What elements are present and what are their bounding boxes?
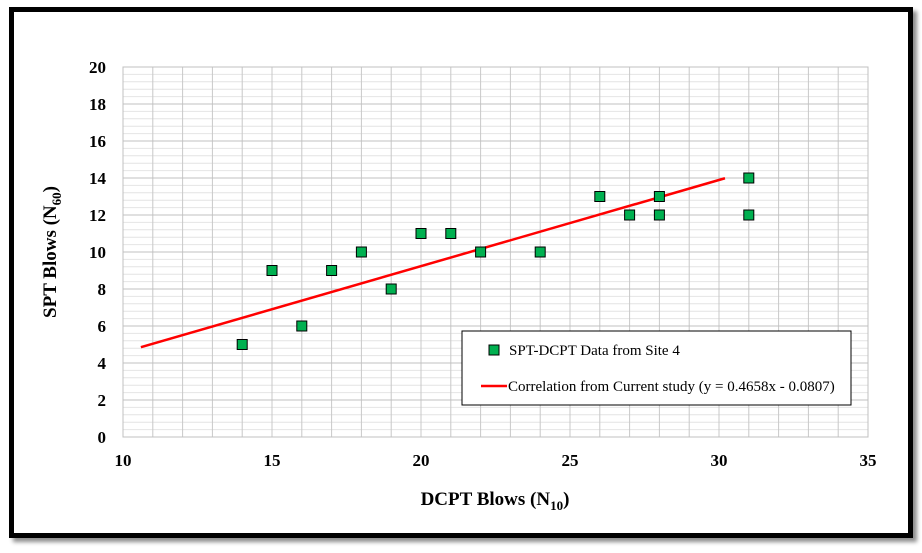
plot-area-border — [122, 66, 869, 438]
chart-frame — [9, 7, 913, 538]
x-tick-label: 20 — [413, 451, 430, 470]
data-point — [326, 265, 338, 276]
data-point — [534, 246, 546, 258]
data-point — [445, 228, 457, 239]
data-point — [355, 246, 367, 258]
x-axis-label: DCPT Blows (N10) — [421, 489, 570, 513]
data-point — [385, 283, 397, 295]
tick-labels: 0 2 4 6 8 10 12 14 16 18 20 10 15 20 25 30 35 — [89, 58, 877, 470]
legend-label-scatter: SPT-DCPT Data from Site 4 — [509, 343, 680, 359]
x-tick-label: 10 — [115, 451, 132, 470]
data-point — [743, 209, 755, 221]
legend: SPT-DCPT Data from Site 4 Correlation fr… — [461, 330, 852, 406]
y-tick-label: 12 — [89, 206, 106, 225]
y-tick-label: 2 — [98, 391, 107, 410]
y-tick-label: 4 — [98, 354, 107, 373]
y-tick-label: 14 — [89, 169, 107, 188]
legend-label-line: Correlation from Current study (y = 0.46… — [508, 379, 835, 395]
y-tick-label: 8 — [98, 280, 107, 299]
x-tick-label: 30 — [711, 451, 728, 470]
data-point — [296, 320, 308, 332]
y-axis-label: SPT Blows (N60) — [40, 186, 64, 318]
data-point — [653, 209, 665, 221]
data-point — [475, 246, 487, 258]
data-point — [624, 209, 636, 221]
legend-marker-scatter — [488, 344, 500, 356]
y-tick-label: 6 — [98, 317, 107, 336]
legend-box — [461, 330, 852, 406]
y-tick-label: 10 — [89, 243, 106, 262]
y-tick-label: 16 — [89, 132, 106, 151]
y-tick-label: 20 — [89, 58, 106, 77]
data-point — [415, 228, 427, 239]
marks — [140, 172, 755, 350]
x-tick-label: 35 — [860, 451, 877, 470]
x-tick-label: 25 — [562, 451, 579, 470]
correlation-line — [140, 177, 726, 349]
data-point — [266, 265, 278, 276]
data-point — [594, 191, 606, 202]
data-point — [653, 191, 665, 202]
y-tick-label: 0 — [98, 428, 107, 447]
y-tick-label: 18 — [89, 95, 106, 114]
x-tick-label: 15 — [264, 451, 281, 470]
data-point — [743, 172, 755, 184]
data-point — [236, 339, 248, 350]
